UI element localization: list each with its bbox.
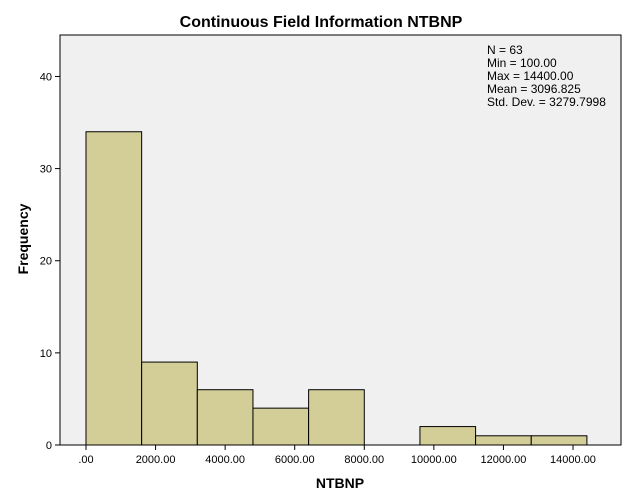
y-tick-label-1: 10: [40, 348, 52, 360]
y-tick-label-3: 30: [40, 164, 52, 176]
histogram-bar-1: [141, 361, 198, 446]
stats-box: N = 63 Min = 100.00 Max = 14400.00 Mean …: [487, 43, 606, 109]
x-tick-label-5: 10000.00: [411, 454, 457, 466]
stat-min: Min = 100.00: [487, 56, 557, 70]
stat-max: Max = 14400.00: [487, 69, 574, 83]
x-axis-label: NTBNP: [316, 475, 364, 491]
stat-mean: Mean = 3096.825: [487, 82, 581, 96]
histogram-bar-6: [419, 426, 477, 446]
y-axis-ticks: 0 10 20 30 40: [40, 71, 60, 452]
x-tick-label-0: .00: [78, 454, 93, 466]
stat-std-dev: Std. Dev. = 3279.7998: [487, 95, 606, 109]
histogram-bar-3: [252, 407, 310, 446]
y-axis-label: Frequency: [15, 203, 31, 274]
x-axis-ticks: .00 2000.00 4000.00 6000.00 8000.00 10000.00 1…: [78, 445, 596, 466]
x-tick-label-6: 12000.00: [480, 454, 526, 466]
x-tick-label-3: 6000.00: [275, 454, 315, 466]
bars-layer: [85, 131, 588, 446]
x-tick-label-7: 14000.00: [550, 454, 596, 466]
histogram-bar-7: [475, 435, 532, 446]
y-tick-label-2: 20: [40, 256, 52, 268]
histogram-bar-8: [530, 435, 588, 446]
chart-title: Continuous Field Information NTBNP: [180, 14, 463, 31]
histogram-bar-4: [308, 389, 365, 446]
y-tick-label-0: 0: [46, 440, 52, 452]
y-tick-label-4: 40: [40, 71, 52, 83]
x-tick-label-1: 2000.00: [136, 454, 176, 466]
histogram-bar-0: [85, 131, 143, 446]
histogram-bar-2: [196, 389, 254, 446]
x-tick-label-2: 4000.00: [205, 454, 245, 466]
x-tick-label-4: 8000.00: [344, 454, 384, 466]
stat-n: N = 63: [487, 43, 523, 57]
